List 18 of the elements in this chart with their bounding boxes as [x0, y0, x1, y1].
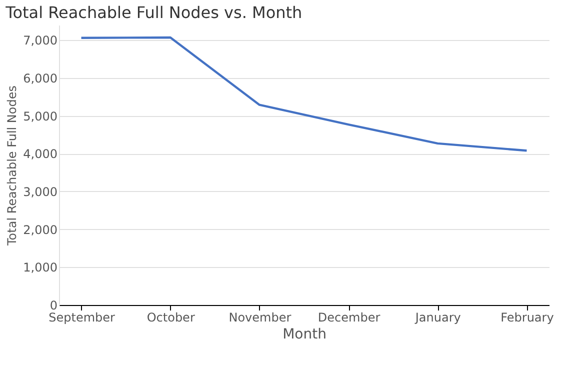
y-tick-label: 4,000 — [23, 147, 58, 162]
y-tick-label: 7,000 — [23, 34, 58, 48]
x-axis-title: Month — [282, 326, 326, 342]
x-tick-label: November — [228, 310, 292, 324]
y-tick-label: 6,000 — [23, 71, 58, 86]
x-tick-label: December — [318, 310, 380, 324]
line-series — [80, 36, 528, 152]
x-tick-label: October — [146, 310, 195, 324]
x-tick-label: February — [500, 310, 554, 324]
y-tick-label: 0 — [50, 298, 58, 312]
chart-title: Total Reachable Full Nodes vs. Month — [4, 3, 302, 22]
x-tick-label: September — [48, 310, 116, 324]
y-tick-label: 3,000 — [23, 184, 58, 199]
y-tick-label: 2,000 — [23, 222, 58, 237]
y-tick-label: 5,000 — [23, 109, 58, 124]
y-tick-label: 1,000 — [23, 260, 58, 275]
x-tick-label: January — [414, 310, 461, 324]
y-axis-title: Total Reachable Full Nodes — [5, 86, 20, 246]
